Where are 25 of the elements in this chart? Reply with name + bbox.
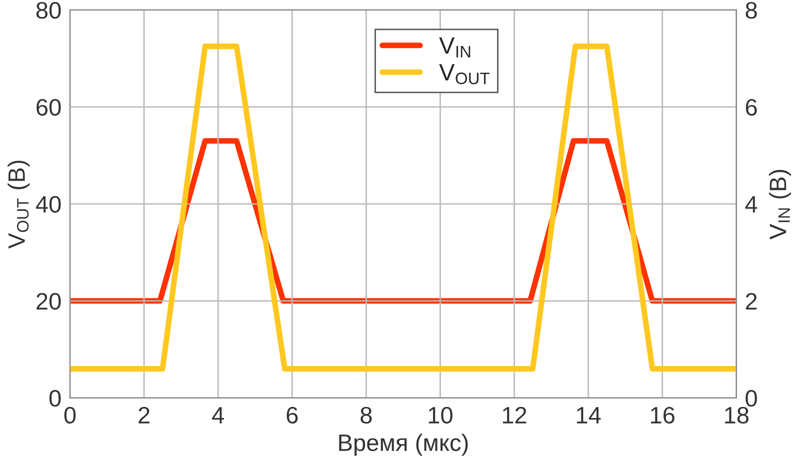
y-tick-label: 40	[36, 196, 61, 213]
y-tick-label: 0	[49, 390, 61, 407]
x-tick-label: 2	[138, 406, 150, 424]
y2-tick-label: 6	[746, 98, 757, 116]
legend-label: V$_{IN}$	[439, 37, 470, 58]
y2-tick-label: 0	[746, 390, 757, 407]
legend-label: V$_{OUT}$	[439, 64, 490, 84]
x-tick-label: 16	[651, 406, 674, 424]
y2-tick-label: 4	[745, 196, 758, 212]
y-tick-label: 60	[36, 98, 61, 116]
x-tick-label: 12	[502, 406, 526, 424]
x-tick-label: 6	[286, 406, 298, 424]
y-tick-label: 80	[36, 2, 61, 19]
x-tick-label: 4	[212, 407, 224, 424]
x-tick-label: 18	[725, 406, 749, 424]
y2-axis-title: V$_{IN}$ (В)	[768, 170, 791, 240]
x-axis-title: Время (мкс)	[339, 434, 468, 456]
y-axis-title: V$_{OUT}$ (В)	[8, 160, 30, 249]
y-tick-label: 20	[36, 292, 61, 310]
y2-tick-label: 8	[746, 2, 757, 19]
y2-tick-label: 2	[746, 292, 757, 310]
x-tick-label: 8	[360, 406, 372, 424]
x-tick-label: 10	[428, 406, 452, 424]
x-tick-label: 14	[576, 407, 601, 424]
x-tick-label: 0	[64, 406, 76, 424]
